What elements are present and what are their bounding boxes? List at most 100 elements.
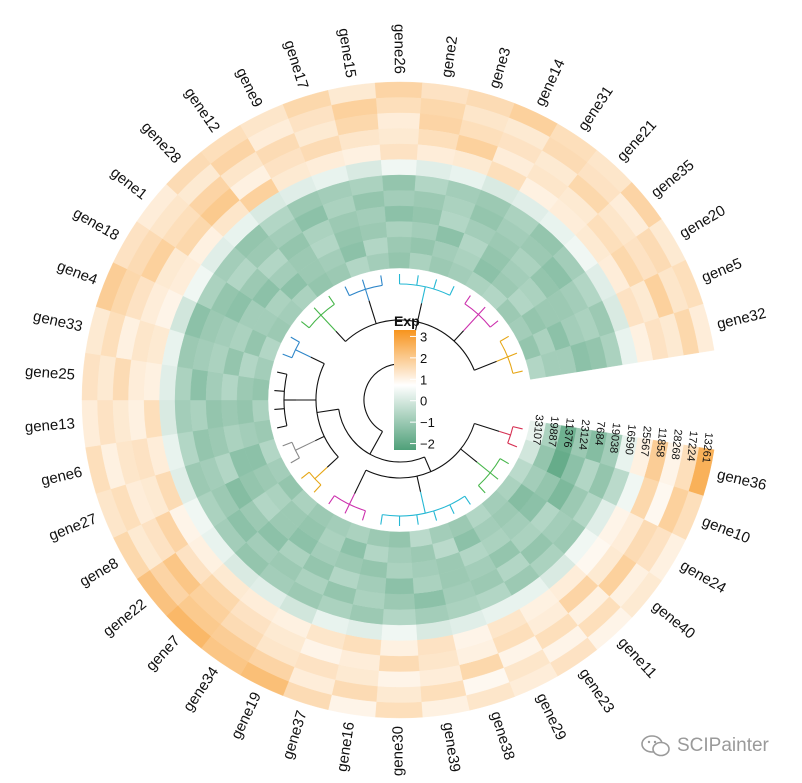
sample-label: 11376: [561, 417, 576, 448]
sample-label: 17224: [684, 430, 699, 462]
gene-label: gene5: [699, 255, 744, 286]
dendrogram-branch: [277, 371, 288, 375]
heatmap-cell: [236, 399, 255, 425]
gene-label: gene15: [335, 27, 359, 79]
heatmap-cell: [190, 399, 209, 432]
heatmap-cell: [385, 221, 413, 238]
heatmap-cell: [221, 399, 240, 427]
gene-label: gene14: [532, 56, 569, 109]
heatmap-cell: [409, 252, 433, 272]
gene-label: gene34: [180, 664, 222, 715]
heatmap-cell: [386, 546, 412, 564]
gene-label: gene17: [280, 38, 311, 91]
gene-label: gene1: [107, 164, 150, 203]
dendrogram-branch: [274, 408, 285, 410]
dendrogram-branch: [416, 303, 423, 323]
heatmap-cell: [252, 399, 270, 423]
gene-label: gene3: [486, 45, 514, 90]
heatmap-cell: [174, 366, 194, 401]
dendrogram-branch: [416, 514, 419, 525]
heatmap-cell: [190, 368, 209, 401]
gene-label: gene33: [32, 308, 85, 336]
gene-label: gene10: [700, 513, 753, 547]
dendrogram-branch: [348, 493, 356, 505]
dendrogram-branch: [344, 504, 350, 514]
dendrogram-branch: [499, 458, 509, 465]
heatmap-cell: [525, 355, 546, 380]
dendrogram-branch: [335, 330, 346, 342]
dendrogram-branch: [489, 320, 499, 328]
dendrogram-branch: [295, 349, 311, 358]
dendrogram: [274, 273, 523, 527]
dendrogram-branch: [512, 370, 523, 374]
heatmap-cell: [377, 670, 421, 688]
gene-label: gene36: [715, 466, 768, 494]
gene-label: gene8: [77, 555, 122, 591]
heatmap-cell: [174, 399, 194, 434]
heatmap-cell: [384, 577, 414, 595]
heatmap-cell: [159, 399, 178, 436]
heatmap-cell: [221, 373, 240, 401]
dendrogram-branch: [498, 430, 511, 436]
dendrogram-branch: [354, 469, 367, 494]
heatmap-cell: [379, 639, 419, 657]
heatmap-cell: [374, 81, 423, 99]
dendrogram-branch: [512, 426, 523, 430]
dendrogram-branch: [313, 484, 322, 493]
gene-label: gene21: [614, 117, 660, 165]
sample-label: 13261: [699, 432, 714, 464]
dendrogram-branch: [476, 461, 491, 474]
sample-label: 28268: [669, 429, 684, 461]
dendrogram-branch: [507, 352, 518, 358]
dendrogram-branch: [361, 279, 366, 290]
heatmap-cell: [384, 205, 414, 223]
dendrogram-branch: [419, 491, 426, 514]
legend-title: Exp: [394, 313, 420, 329]
legend-tick-label: 3: [420, 329, 427, 344]
dendrogram-branch: [449, 285, 455, 296]
dendrogram-branch: [464, 495, 471, 505]
dendrogram-branch: [424, 456, 432, 472]
gene-label: gene27: [47, 510, 100, 544]
gene-label: gene30: [389, 726, 406, 776]
dendrogram-branch: [291, 442, 300, 459]
sample-label: 11858: [653, 427, 668, 458]
heatmap-cell: [388, 252, 411, 269]
dendrogram-branch: [464, 295, 471, 305]
heatmap-cell: [385, 562, 413, 579]
heatmap-cell: [377, 112, 421, 130]
dendrogram-branch: [316, 408, 339, 414]
dendrogram-branch: [416, 476, 422, 492]
heatmap-cell: [366, 528, 390, 548]
dendrogram-branch: [460, 448, 478, 463]
gene-label: gene18: [70, 205, 122, 245]
dendrogram-branch: [277, 425, 288, 429]
gene-label: gene24: [677, 557, 729, 597]
gene-label: gene40: [649, 598, 699, 643]
legend-tick-label: −2: [420, 437, 435, 452]
gene-label: gene13: [24, 415, 75, 436]
gene-label: gene23: [576, 665, 618, 716]
gene-label: gene22: [100, 596, 150, 640]
dendrogram-branch: [463, 314, 479, 332]
dendrogram-branch: [295, 440, 316, 451]
dendrogram-branch: [478, 306, 486, 315]
gene-label: gene2: [438, 35, 461, 79]
dendrogram-branch: [416, 275, 419, 286]
heatmap-cell: [386, 236, 412, 254]
dendrogram-branch: [453, 330, 464, 342]
dendrogram-branch: [326, 456, 339, 468]
gene-label: gene20: [677, 202, 729, 242]
dendrogram-branch: [313, 307, 322, 316]
dendrogram-branch: [328, 295, 335, 305]
sample-label: 25567: [638, 425, 653, 457]
sample-label: 7684: [592, 420, 606, 446]
sample-label: 19038: [607, 422, 622, 454]
heatmap-cell: [382, 608, 417, 626]
dendrogram-branch: [328, 495, 335, 505]
watermark: SCIPainter: [641, 735, 769, 757]
legend-color-bar: [394, 330, 416, 450]
heatmap-cell: [383, 190, 416, 207]
watermark-text: SCIPainter: [677, 735, 769, 756]
gene-label: gene12: [181, 85, 223, 136]
